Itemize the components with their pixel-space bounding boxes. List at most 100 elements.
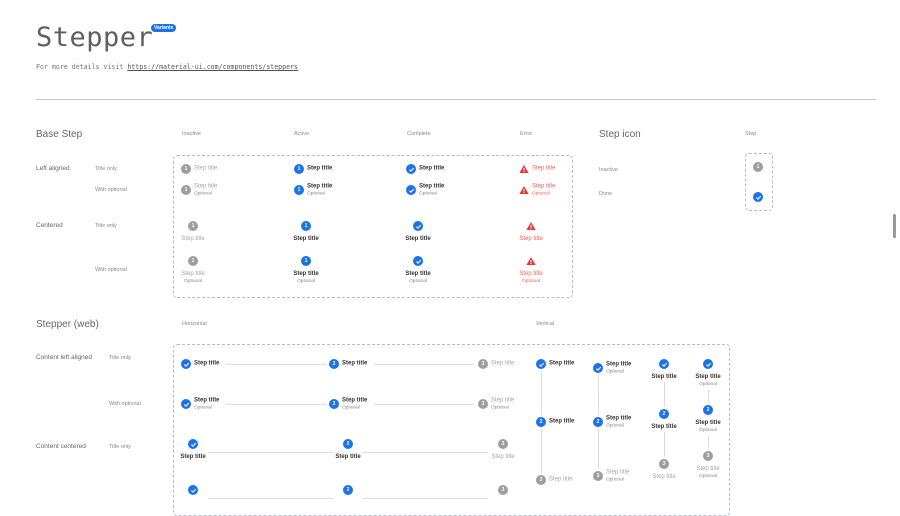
step-text: Step title Optional (491, 397, 514, 410)
step-icon-frame (745, 153, 773, 211)
step-number-icon: 1 (188, 221, 198, 231)
step-optional: Optional (699, 473, 717, 479)
subtitle: For more details visit https://material-… (36, 63, 298, 71)
step-title: Step title (695, 420, 721, 426)
check-circle-icon (181, 399, 191, 409)
step-text: Step title (651, 374, 676, 382)
connector-line (362, 452, 488, 453)
step-title: Step title (194, 397, 220, 404)
check-circle-icon (753, 192, 763, 202)
connector-line (708, 436, 709, 449)
step-title: Step title (181, 271, 205, 277)
step-title: Step title (696, 466, 720, 472)
connector-line (708, 390, 709, 403)
check-circle-icon (188, 485, 198, 495)
step-title: Step title (491, 397, 515, 404)
step-optional: Optional (194, 190, 212, 196)
step-number-icon: 3 (593, 471, 603, 481)
variant-title-only: Title only (95, 223, 117, 229)
step-title: Step title (491, 454, 515, 460)
step-title: Step title (342, 397, 368, 404)
step-text: Step title (549, 476, 572, 484)
step-number-icon: 1 (294, 164, 304, 174)
column-error: Error (520, 131, 533, 137)
step-title: Step title (549, 418, 575, 425)
scrollbar[interactable] (893, 214, 896, 238)
step-title: Step title (652, 474, 676, 480)
variant-title-only: Title only (109, 355, 131, 361)
step-optional: Optional (409, 278, 427, 284)
step-number-icon: 2 (343, 485, 353, 495)
connector-line (598, 429, 599, 469)
step-title: Step title (651, 374, 677, 380)
check-circle-icon (406, 185, 416, 195)
step-title: Step title (549, 476, 573, 483)
step-title: Step title (194, 183, 218, 190)
step-text: Step title (293, 236, 318, 244)
base-step-heading: Base Step (36, 129, 83, 140)
step-text: Step title (181, 236, 204, 244)
step-number-icon: 2 (329, 399, 339, 409)
step-title: Step title (180, 454, 206, 460)
step-text: Step title (651, 424, 676, 432)
connector-line (374, 364, 474, 365)
variant-with-optional: With optional (95, 187, 127, 193)
step-text: Step title Optional (405, 271, 430, 284)
step-text: Step title Optional (307, 183, 332, 196)
step-title: Step title (293, 271, 319, 277)
step-title: Step title (194, 360, 220, 367)
step-text: Step title Optional (342, 397, 367, 410)
step-optional: Optional (606, 368, 624, 374)
step-text: Step title (405, 236, 430, 244)
step-title: Step title (405, 236, 431, 242)
variant-with-optional: With optional (95, 267, 127, 273)
step-title: Step title (532, 165, 556, 172)
step-title: Step title (606, 469, 630, 476)
step-number-icon: 1 (188, 256, 198, 266)
step-text: Step title Optional (194, 397, 219, 410)
base-step-frame (173, 155, 573, 298)
step-text: Step title Optional (695, 420, 720, 433)
divider (36, 99, 876, 100)
step-number-icon: 3 (659, 459, 669, 469)
step-number-icon: 3 (478, 359, 488, 369)
step-number-icon: 3 (703, 451, 713, 461)
group-left-aligned: Left aligned (36, 165, 70, 172)
step-text: Step title Optional (293, 271, 318, 284)
check-circle-icon (413, 256, 423, 266)
step-number-icon: 1 (181, 164, 191, 174)
step-title: Step title (651, 424, 677, 430)
step-text: Step title (549, 418, 574, 426)
variant-title-only: Title only (95, 166, 117, 172)
horizontal-label: Horizontal (182, 321, 207, 327)
column-active: Active (294, 131, 309, 137)
row-done: Done (599, 191, 613, 197)
step-text: Step title Optional (606, 415, 631, 428)
page-title: Stepper (36, 22, 154, 53)
step-text: Step title (549, 360, 574, 368)
connector-line (208, 498, 334, 499)
connector-line (664, 382, 665, 407)
step-title: Step title (419, 165, 445, 172)
step-title: Step title (342, 360, 368, 367)
step-title: Step title (335, 454, 361, 460)
step-text: Step title (335, 454, 360, 462)
step-text: Step title (652, 474, 675, 482)
step-number-icon: 3 (536, 475, 546, 485)
check-circle-icon (536, 359, 546, 369)
check-circle-icon (406, 164, 416, 174)
column-complete: Complete (407, 131, 431, 137)
step-title: Step title (532, 183, 556, 190)
step-text: Step title Optional (695, 374, 720, 387)
step-text: Step title Optional (194, 183, 217, 196)
step-number-icon: 1 (181, 185, 191, 195)
step-title: Step title (549, 360, 575, 367)
step-text: Step title Optional (181, 271, 204, 284)
stepper-web-frame (173, 344, 730, 516)
docs-link[interactable]: https://material-ui.com/components/stepp… (127, 63, 299, 71)
step-optional: Optional (532, 190, 550, 196)
step-title: Step title (491, 360, 515, 367)
row-inactive: Inactive (599, 167, 618, 173)
warning-icon (526, 256, 536, 266)
step-title: Step title (307, 183, 333, 190)
